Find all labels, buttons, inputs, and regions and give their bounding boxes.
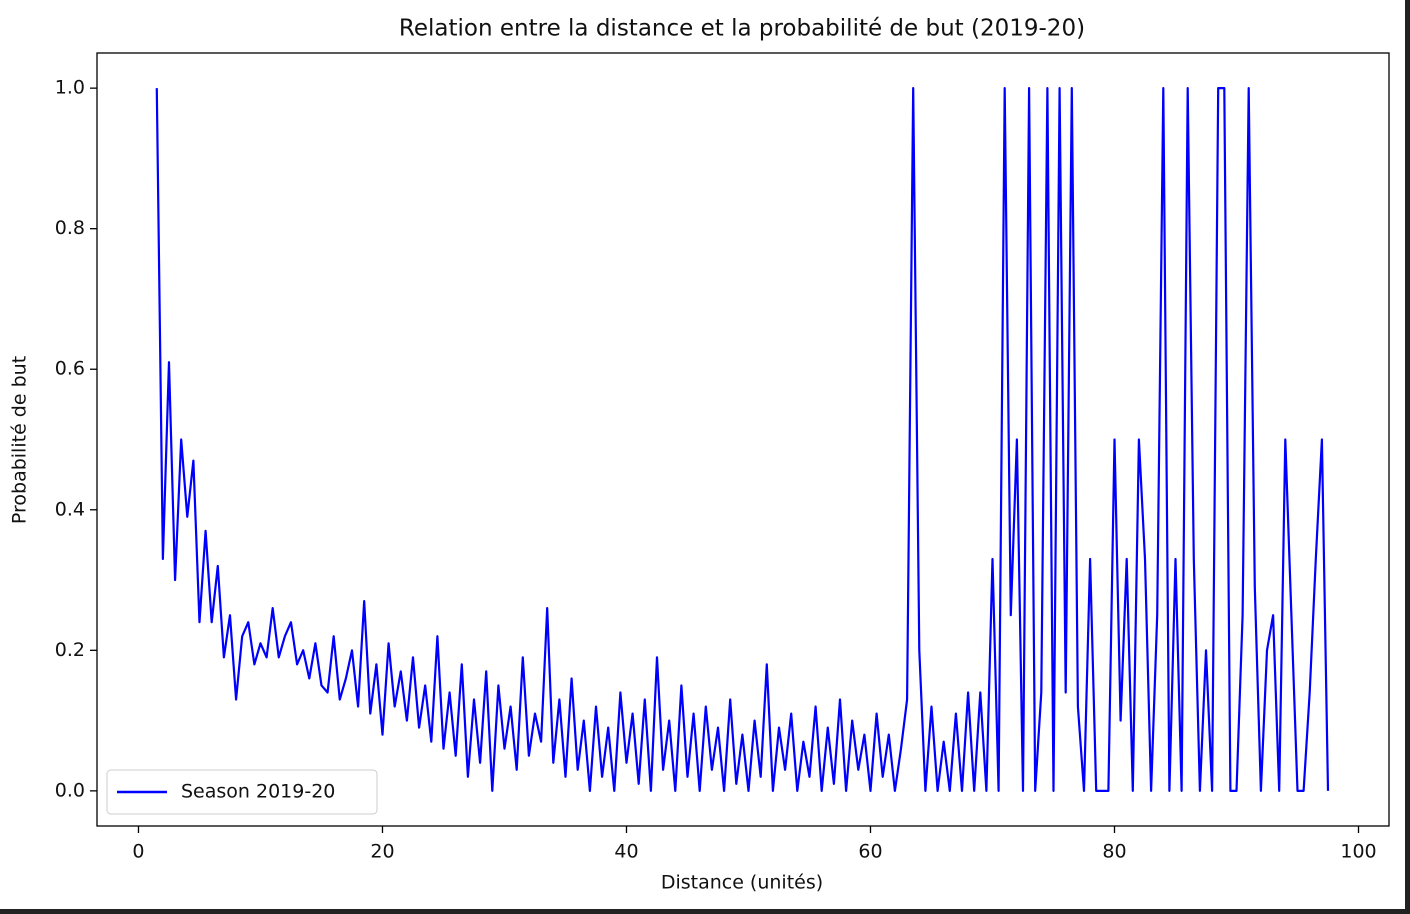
y-axis-label: Probabilité de but — [9, 356, 31, 524]
series-line — [155, 87, 1330, 792]
x-tick-label: 80 — [1102, 841, 1126, 863]
legend-label: Season 2019-20 — [181, 781, 335, 803]
x-tick-label: 0 — [132, 841, 144, 863]
screen-edge — [0, 909, 1410, 914]
legend-box — [106, 769, 378, 815]
x-tick-label: 100 — [1340, 841, 1376, 863]
y-tick-label: 1.0 — [55, 77, 85, 99]
x-tick-label: 60 — [858, 841, 882, 863]
x-tick-label: 20 — [370, 841, 394, 863]
y-tick-label: 0.2 — [55, 639, 85, 661]
x-axis-label: Distance (unités) — [661, 872, 823, 894]
y-tick-label: 0.0 — [55, 779, 85, 801]
chart-title: Relation entre la distance et la probabi… — [399, 16, 1085, 42]
y-tick-label: 0.8 — [55, 217, 85, 239]
plot-frame — [96, 52, 1390, 827]
x-tick-label: 40 — [614, 841, 638, 863]
y-tick-label: 0.4 — [55, 498, 85, 520]
screen-edge — [1405, 0, 1410, 914]
y-tick-label: 0.6 — [55, 358, 85, 380]
